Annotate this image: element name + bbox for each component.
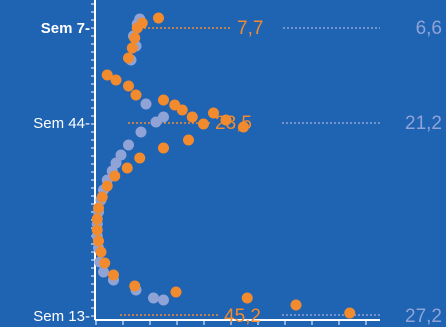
data-point [101,69,113,81]
data-point [158,294,169,306]
data-points [91,12,356,319]
data-point [208,107,219,119]
data-point [129,32,141,44]
data-point [96,191,108,203]
data-point [140,98,152,110]
data-point [241,292,253,304]
data-point [198,118,209,130]
data-point [115,149,127,161]
data-point [99,257,111,269]
data-point [95,246,107,258]
data-point [110,74,122,86]
data-point [93,202,104,214]
data-point [148,292,159,304]
y-label-2: Sem 44- [33,115,90,132]
reference-lines [120,27,380,316]
x-axis-ticks [95,320,367,325]
data-point [183,134,194,146]
annotation-blue-1: 6,6 [416,18,442,39]
annotation-orange-3: 45,2 [224,306,261,327]
data-point [121,162,133,174]
annotation-orange-1: 7,7 [237,18,263,39]
data-point [170,286,182,298]
data-point [91,224,103,236]
y-axis-ticks [91,3,95,317]
data-point [344,307,356,319]
data-point [123,52,134,64]
data-point [176,104,188,116]
data-point [109,170,121,182]
data-point [130,89,142,101]
data-point [131,22,143,34]
data-point [150,116,162,128]
y-label-3: Sem 13- [33,308,90,325]
data-point [126,42,138,54]
data-point [186,111,198,123]
data-point [158,142,169,154]
data-point [158,94,169,106]
data-point [135,126,147,138]
data-point [238,121,249,133]
annotation-blue-2: 21,2 [405,113,442,134]
data-point [134,152,146,164]
data-point [153,12,164,24]
data-point [123,139,134,151]
data-point [101,180,113,192]
data-point [123,80,134,92]
data-point [91,213,103,225]
data-point [93,235,104,247]
data-point [129,280,141,292]
y-label-1: Sem 7- [41,20,90,37]
data-point [108,269,119,281]
data-point [220,114,232,126]
annotation-blue-3: 27,2 [405,306,442,327]
data-point [290,299,302,311]
data-point [98,266,109,278]
